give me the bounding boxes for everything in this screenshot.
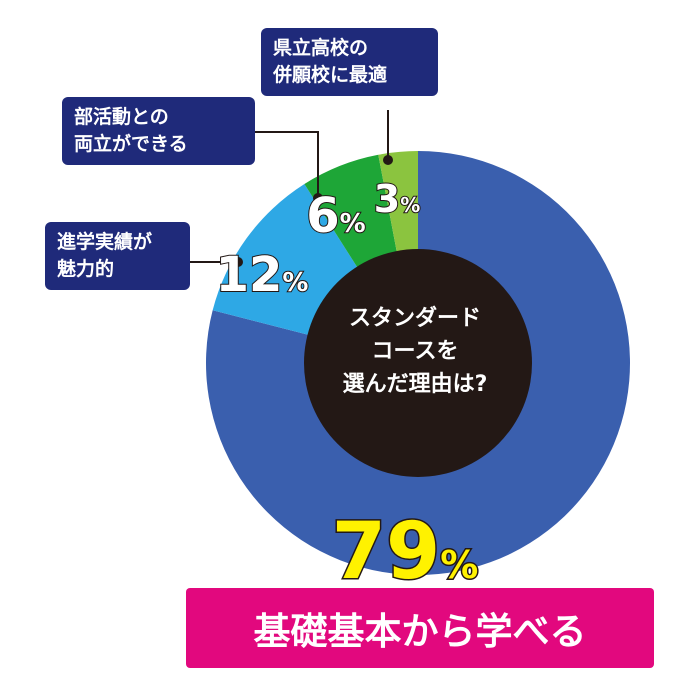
value-label-0: 79% — [332, 507, 479, 597]
leader-dot-2 — [313, 193, 323, 203]
pie-slice-1 — [212, 184, 358, 336]
leader-dot-1 — [233, 257, 243, 267]
center-disc — [304, 249, 532, 477]
pie-slice-2 — [304, 154, 398, 269]
headline-banner: 基礎基本から学べる — [186, 588, 654, 668]
leader-dot-3 — [383, 155, 393, 165]
value-label-2: 6% — [306, 188, 365, 244]
value-label-3: 3% — [374, 177, 421, 221]
value-label-1: 12% — [216, 247, 309, 303]
callout-club-activities: 部活動との 両立ができる — [62, 97, 255, 165]
callout-university-track-record: 進学実績が 魅力的 — [45, 222, 190, 290]
leader-line-2 — [255, 131, 319, 198]
pie-slice-3 — [378, 151, 418, 253]
callout-prefectural-highschool-backup: 県立高校の 併願校に最適 — [261, 28, 438, 96]
center-question: スタンダード コースを 選んだ理由は? — [342, 306, 488, 397]
pie-slice-0 — [206, 151, 630, 576]
